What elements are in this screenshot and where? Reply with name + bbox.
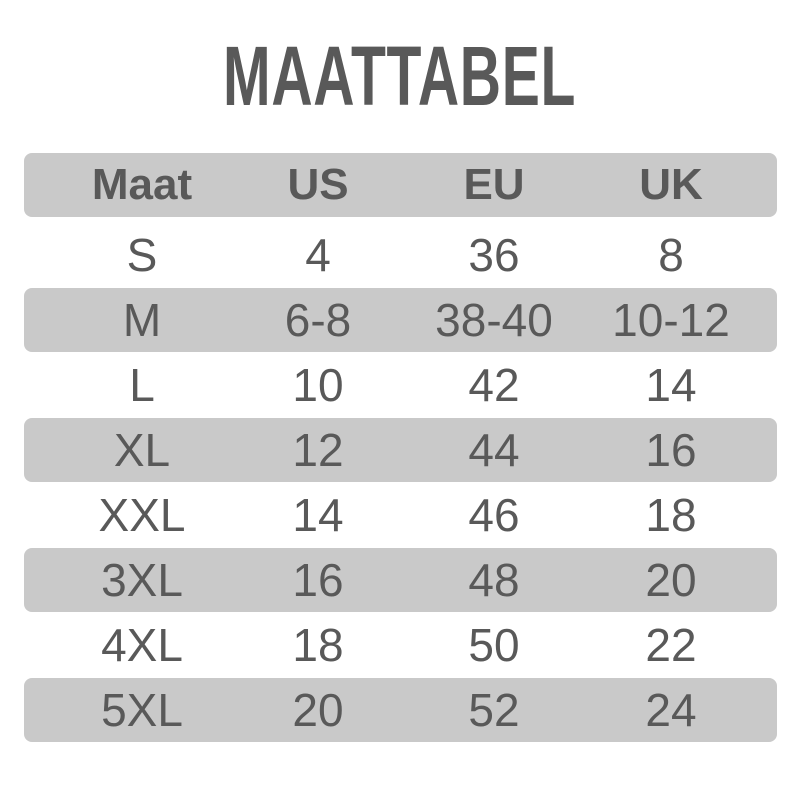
table-cell: 20 bbox=[645, 554, 697, 606]
table-cell: M bbox=[122, 294, 162, 346]
table-cell: 18 bbox=[292, 619, 344, 671]
table-cell: 38-40 bbox=[435, 294, 553, 346]
table-cell: 36 bbox=[468, 229, 520, 281]
column-header: UK bbox=[639, 160, 703, 209]
column-header: Maat bbox=[91, 160, 193, 209]
table-cell: 22 bbox=[645, 619, 697, 671]
table-cell: S bbox=[126, 229, 158, 281]
table-row: XL 12 44 16 bbox=[24, 418, 777, 482]
table-cell: 48 bbox=[468, 554, 520, 606]
table-cell: 42 bbox=[468, 359, 520, 411]
table-cell: 12 bbox=[292, 424, 344, 476]
table-row: L 10 42 14 bbox=[24, 353, 777, 417]
table-cell: XL bbox=[113, 424, 171, 476]
table-header-row: Maat US EU UK bbox=[24, 153, 777, 217]
column-header: US bbox=[287, 160, 349, 209]
table-row: 3XL 16 48 20 bbox=[24, 548, 777, 612]
table-cell: 10 bbox=[292, 359, 344, 411]
table-cell: 24 bbox=[645, 684, 697, 736]
table-cell: 6-8 bbox=[284, 294, 352, 346]
table-cell: 16 bbox=[645, 424, 697, 476]
table-cell: 52 bbox=[468, 684, 520, 736]
table-cell: 50 bbox=[468, 619, 520, 671]
page-title: MAATTABEL bbox=[223, 29, 577, 123]
table-cell: 46 bbox=[468, 489, 520, 541]
column-header: EU bbox=[463, 160, 525, 209]
table-cell: 8 bbox=[658, 229, 684, 281]
table-cell: 14 bbox=[292, 489, 344, 541]
table-cell: 4XL bbox=[101, 619, 183, 671]
table-cell: 18 bbox=[645, 489, 697, 541]
table-row: 4XL 18 50 22 bbox=[24, 613, 777, 677]
table-cell: 14 bbox=[645, 359, 697, 411]
table-cell: 20 bbox=[292, 684, 344, 736]
table-cell: 44 bbox=[468, 424, 520, 476]
table-row: M 6-8 38-40 10-12 bbox=[24, 288, 777, 352]
table-row: XXL 14 46 18 bbox=[24, 483, 777, 547]
table-row: 5XL 20 52 24 bbox=[24, 678, 777, 742]
table-cell: 3XL bbox=[101, 554, 183, 606]
table-row: S 4 36 8 bbox=[24, 223, 777, 287]
table-cell: 10-12 bbox=[612, 294, 730, 346]
table-cell: 4 bbox=[305, 229, 331, 281]
table-cell: XXL bbox=[98, 489, 186, 541]
table-cell: 16 bbox=[292, 554, 344, 606]
table-cell: 5XL bbox=[101, 684, 183, 736]
table-cell: L bbox=[129, 359, 155, 411]
